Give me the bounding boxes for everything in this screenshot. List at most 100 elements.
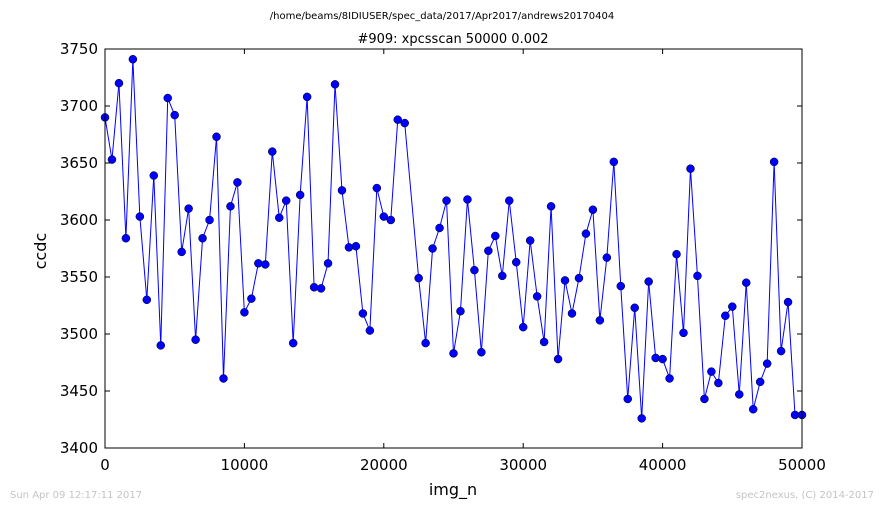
- data-series-markers: [100, 55, 807, 423]
- series-segment: [125, 59, 134, 239]
- data-point: [581, 229, 591, 238]
- series-segment: [550, 206, 559, 360]
- series-segment: [669, 254, 678, 379]
- y-tick-label: 3700: [60, 97, 98, 115]
- data-point: [261, 260, 270, 269]
- series-segment: [341, 190, 350, 248]
- data-point: [247, 294, 256, 303]
- data-point: [707, 367, 716, 376]
- data-point: [226, 202, 235, 211]
- data-point: [156, 341, 166, 350]
- data-point: [288, 338, 298, 348]
- x-tick-label: 20000: [360, 456, 408, 474]
- x-axis-label: img_n: [429, 480, 477, 500]
- data-point: [275, 213, 284, 222]
- series-segment: [752, 381, 761, 410]
- data-point: [393, 115, 402, 124]
- series-segment: [222, 206, 231, 379]
- x-axis: 0 10000 20000 30000 40000 50000: [100, 49, 826, 474]
- series-segment: [564, 280, 573, 314]
- data-point: [783, 297, 793, 307]
- data-point: [435, 223, 444, 233]
- y-axis-label: ccdc: [31, 233, 50, 270]
- data-point: [679, 328, 688, 338]
- x-tick-label: 50000: [778, 456, 826, 474]
- data-point: [268, 147, 277, 156]
- data-point: [609, 157, 619, 167]
- data-point: [240, 308, 249, 317]
- data-point: [511, 257, 521, 267]
- data-point: [693, 271, 702, 281]
- data-point: [728, 302, 737, 311]
- x-tick-label: 0: [100, 456, 110, 474]
- footer-timestamp: Sun Apr 09 12:17:11 2017: [10, 490, 142, 501]
- series-segment: [731, 306, 740, 395]
- data-point: [149, 171, 159, 180]
- series-segment: [376, 187, 385, 217]
- series-segment: [620, 286, 629, 400]
- series-segment: [578, 233, 587, 279]
- y-tick-label: 3450: [60, 382, 98, 400]
- series-segment: [494, 235, 503, 276]
- data-point: [212, 132, 221, 142]
- series-segment: [676, 254, 685, 333]
- series-segment: [634, 307, 643, 419]
- series-segment: [453, 311, 461, 354]
- data-point: [379, 212, 389, 221]
- series-segment: [557, 280, 566, 360]
- series-segment: [439, 200, 448, 229]
- data-point: [630, 303, 639, 313]
- series-segment: [689, 168, 698, 276]
- data-point: [219, 374, 228, 383]
- series-segment: [306, 96, 315, 288]
- series-segment: [480, 250, 489, 353]
- data-point: [560, 276, 570, 285]
- data-point: [651, 353, 660, 363]
- series-segment: [216, 136, 224, 379]
- data-point: [602, 253, 612, 262]
- data-point: [644, 277, 653, 286]
- data-point: [163, 93, 172, 103]
- series-segment: [418, 278, 427, 344]
- data-point: [414, 273, 423, 283]
- series-segment: [327, 84, 336, 264]
- data-point: [553, 354, 563, 364]
- data-point: [484, 246, 493, 256]
- series-segment: [111, 83, 120, 160]
- series-segment: [153, 175, 162, 346]
- data-point: [762, 359, 772, 368]
- data-point: [295, 190, 305, 200]
- data-point: [421, 338, 430, 348]
- series-segment: [160, 98, 169, 346]
- series-segment: [139, 216, 148, 300]
- data-point: [463, 195, 472, 204]
- data-point: [714, 378, 723, 388]
- series-segment: [425, 248, 434, 344]
- series-segment: [745, 282, 754, 410]
- data-point: [567, 309, 577, 318]
- y-tick-label: 3550: [60, 268, 98, 286]
- series-segment: [773, 161, 782, 352]
- data-point: [721, 311, 730, 321]
- data-point: [330, 80, 340, 89]
- y-tick-label: 3400: [60, 439, 98, 457]
- footer-credit: spec2nexus, (C) 2014-2017: [736, 490, 874, 501]
- series-segment: [369, 188, 378, 331]
- data-point: [672, 249, 681, 259]
- data-point: [456, 306, 465, 316]
- data-point: [233, 178, 242, 187]
- series-segment: [118, 83, 127, 239]
- data-point: [748, 404, 758, 414]
- data-point: [281, 196, 291, 205]
- series-segment: [466, 199, 475, 271]
- data-point: [546, 202, 556, 211]
- series-segment: [104, 117, 113, 160]
- series-segment: [717, 315, 726, 384]
- series-segment: [146, 175, 155, 300]
- plot-frame: [104, 48, 803, 449]
- data-point: [191, 335, 200, 344]
- series-segment: [299, 96, 308, 195]
- series-segment: [648, 281, 657, 358]
- data-point: [532, 292, 542, 301]
